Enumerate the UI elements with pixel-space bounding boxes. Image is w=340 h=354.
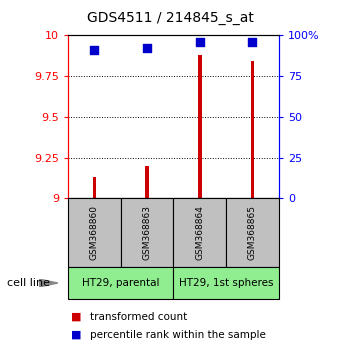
Bar <box>198 55 202 198</box>
Text: GSM368864: GSM368864 <box>195 205 204 260</box>
Bar <box>92 177 96 198</box>
Text: GSM368863: GSM368863 <box>142 205 152 260</box>
Text: GDS4511 / 214845_s_at: GDS4511 / 214845_s_at <box>87 11 253 25</box>
Point <box>197 39 202 45</box>
Text: transformed count: transformed count <box>90 312 187 322</box>
Text: HT29, parental: HT29, parental <box>82 278 159 288</box>
Text: percentile rank within the sample: percentile rank within the sample <box>90 330 266 339</box>
Text: GSM368860: GSM368860 <box>90 205 99 260</box>
Text: HT29, 1st spheres: HT29, 1st spheres <box>179 278 273 288</box>
Text: cell line: cell line <box>7 278 50 288</box>
Text: GSM368865: GSM368865 <box>248 205 257 260</box>
Polygon shape <box>39 279 58 287</box>
Point <box>91 47 97 53</box>
Point <box>250 39 255 45</box>
Text: ■: ■ <box>71 312 82 322</box>
Point <box>144 46 150 51</box>
Bar <box>145 166 149 198</box>
Bar <box>251 62 254 198</box>
Text: ■: ■ <box>71 330 82 339</box>
